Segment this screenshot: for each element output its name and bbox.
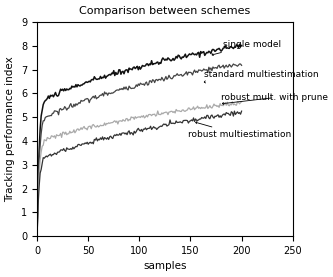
Text: robust multiestimation: robust multiestimation: [188, 122, 292, 140]
Text: standard multiestimation: standard multiestimation: [204, 70, 318, 83]
X-axis label: samples: samples: [143, 261, 186, 271]
Text: single model: single model: [212, 40, 281, 56]
Text: robust mult. with prune: robust mult. with prune: [221, 93, 328, 105]
Y-axis label: Tracking performance index: Tracking performance index: [6, 56, 16, 202]
Title: Comparison between schemes: Comparison between schemes: [79, 6, 250, 16]
